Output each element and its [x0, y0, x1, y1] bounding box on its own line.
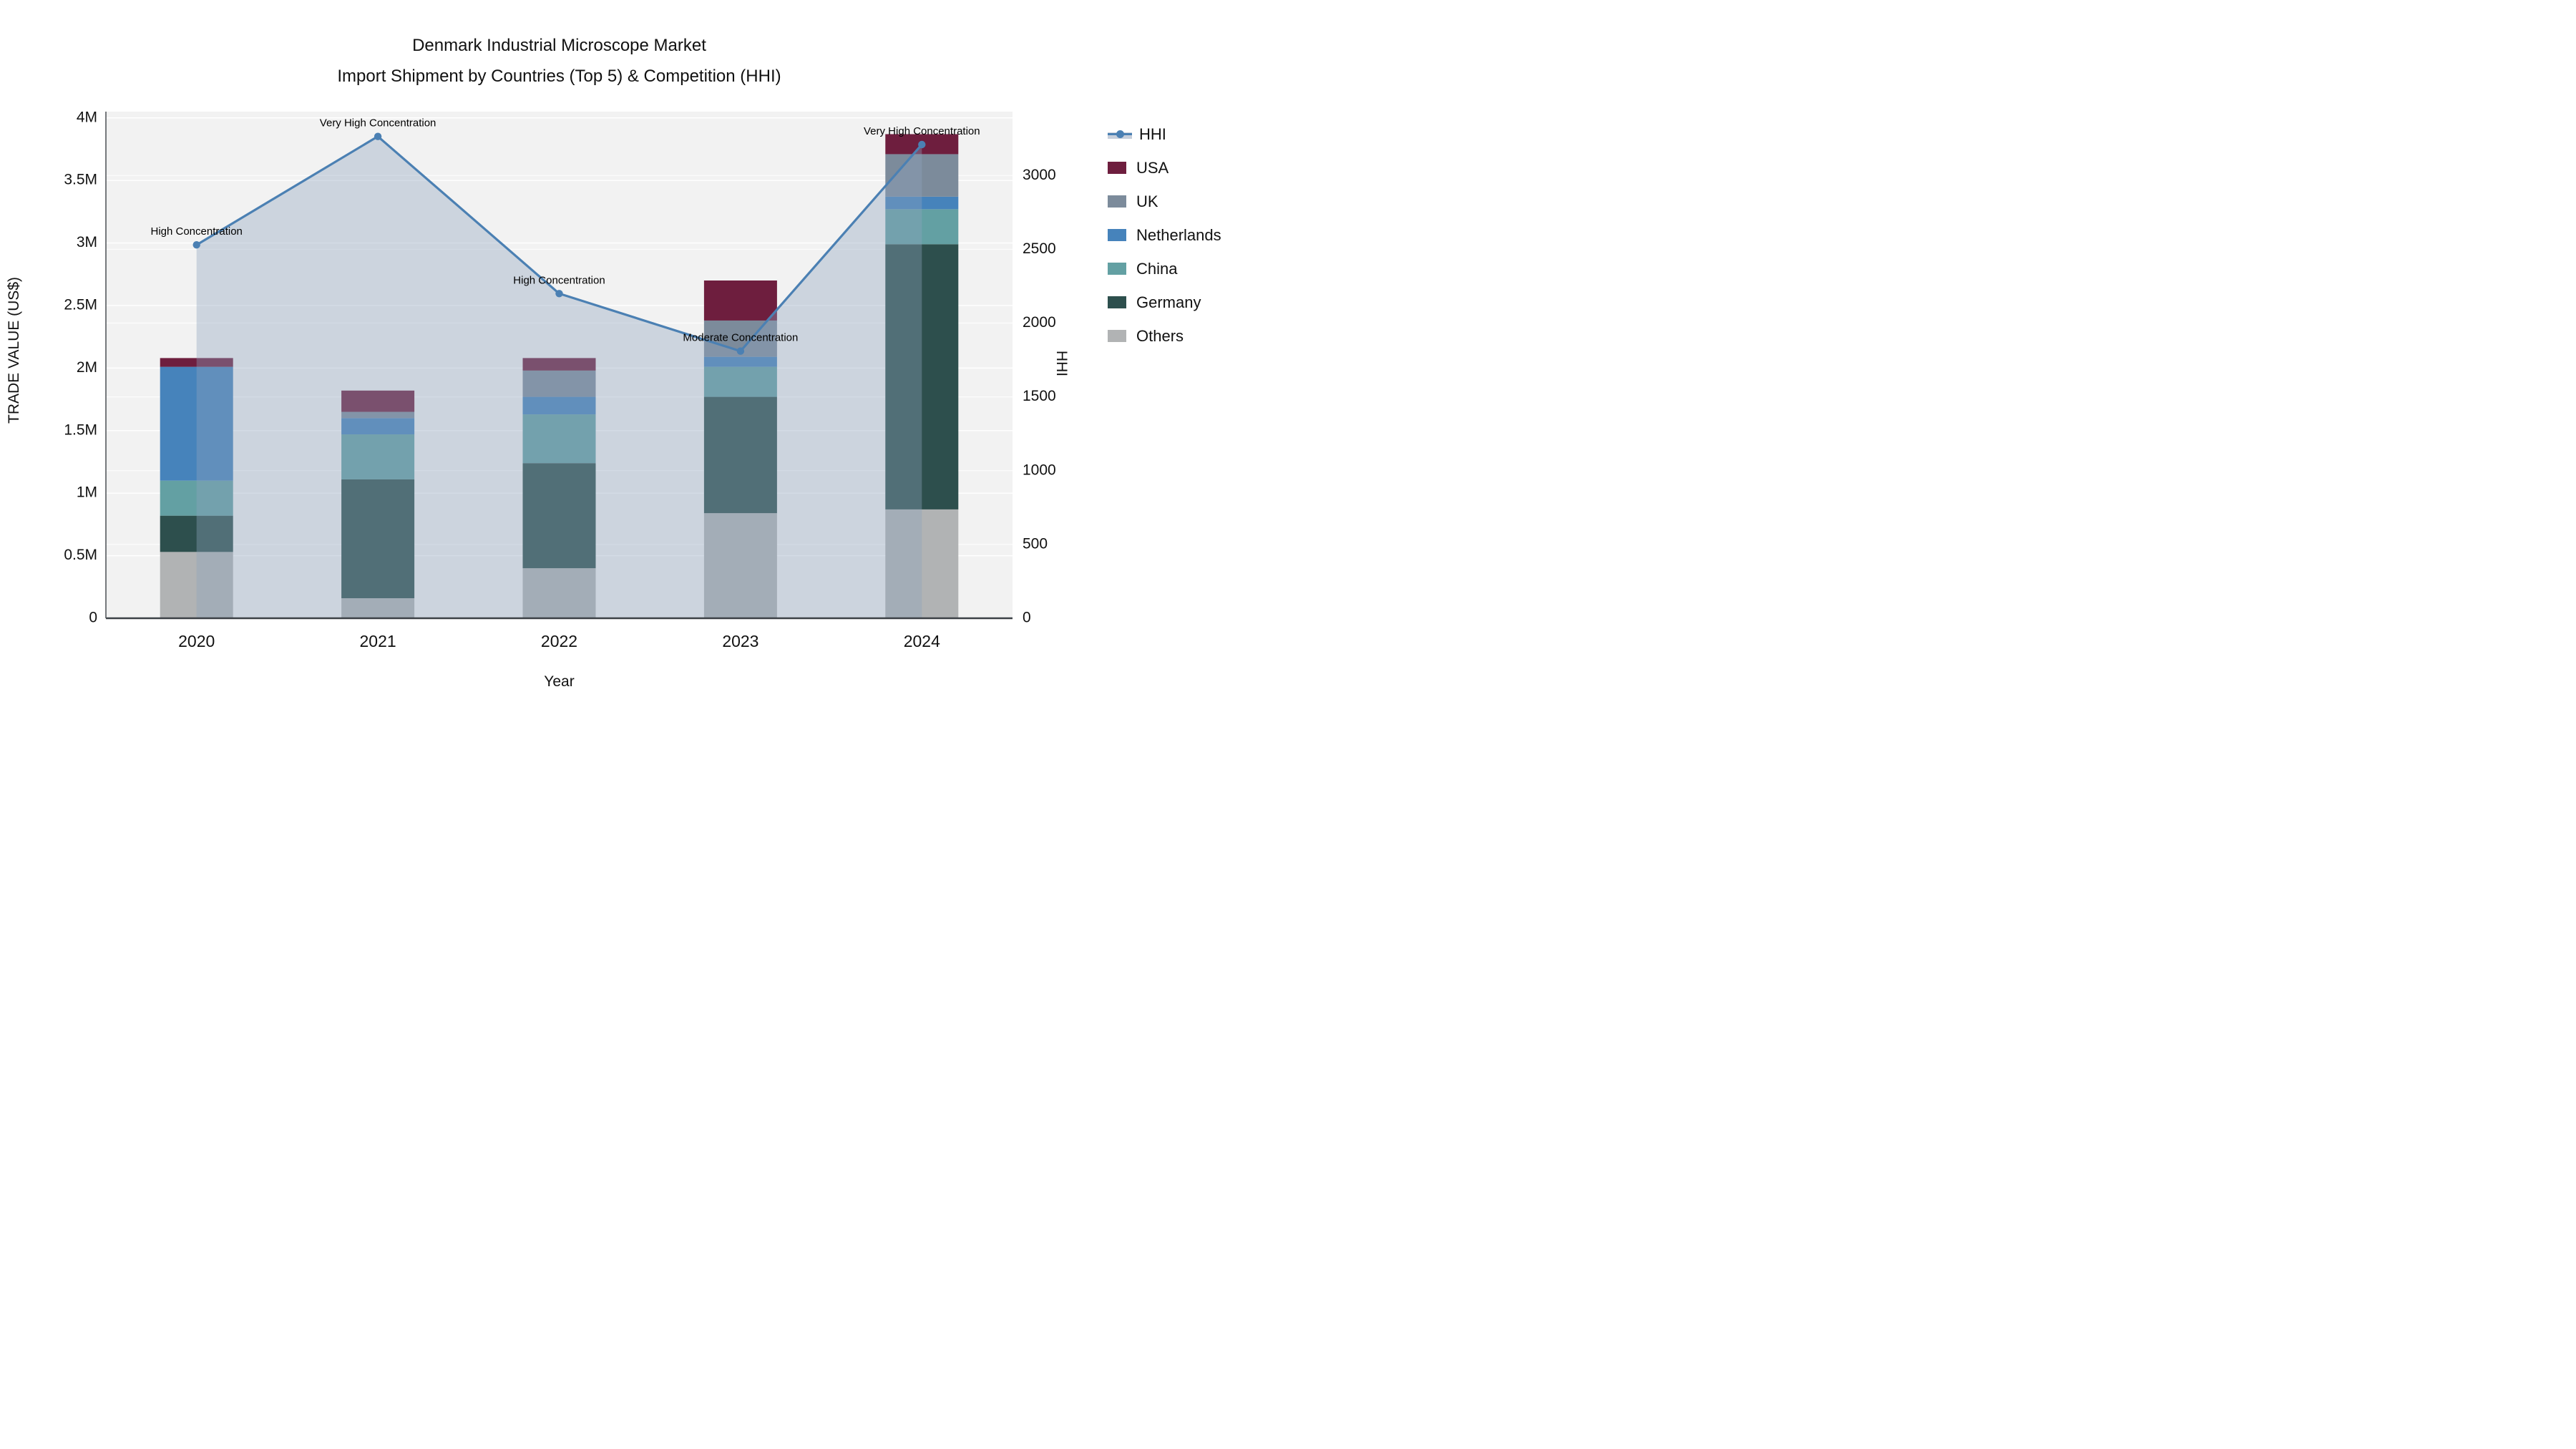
hhi-marker-2024[interactable] — [918, 140, 926, 149]
x-tick-2022: 2022 — [541, 632, 577, 650]
y-axis-title-right: HHI — [1053, 350, 1070, 377]
legend-label: UK — [1136, 192, 1158, 210]
y-right-tick-1500: 1500 — [1023, 388, 1056, 404]
annotation-2021: Very High Concentration — [320, 117, 436, 130]
legend-label: Netherlands — [1136, 225, 1221, 244]
chart-title-line2: Import Shipment by Countries (Top 5) & C… — [337, 67, 781, 86]
bar-segment-2021-germany[interactable] — [341, 479, 415, 599]
bar-segment-2024-germany[interactable] — [885, 244, 959, 509]
bar-segment-2024-china[interactable] — [885, 209, 959, 245]
legend-label: HHI — [1139, 125, 1166, 143]
figure: Denmark Industrial Microscope Market Imp… — [0, 0, 1288, 725]
annotation-2020: High Concentration — [150, 225, 242, 238]
bar-segment-2022-germany[interactable] — [522, 463, 596, 569]
bar-segment-2020-others[interactable] — [160, 552, 233, 618]
x-tick-2023: 2023 — [722, 632, 758, 650]
bar-segment-2022-usa[interactable] — [522, 358, 596, 371]
legend-swatch-icon — [1108, 296, 1126, 308]
legend: HHI USA UK Netherlands China Germany Others — [1108, 117, 1221, 353]
chart-title-line1: Denmark Industrial Microscope Market — [412, 36, 706, 55]
y-axis-title-left: TRADE VALUE (US$) — [6, 277, 22, 424]
x-tick-2020: 2020 — [178, 632, 215, 650]
bar-segment-2023-china[interactable] — [703, 366, 777, 397]
y-left-tick-0.5M: 0.5M — [64, 547, 97, 563]
bar-segment-2023-others[interactable] — [703, 513, 777, 618]
y-left-tick-1.5M: 1.5M — [64, 421, 97, 438]
legend-swatch-icon — [1108, 229, 1126, 241]
bar-segment-2021-netherlands[interactable] — [341, 418, 415, 435]
plot-area: High Concentration Very High Concentratio… — [64, 109, 1056, 650]
legend-item-hhi[interactable]: HHI — [1108, 117, 1221, 151]
y-right-tick-3000: 3000 — [1023, 167, 1056, 183]
legend-label: Others — [1136, 326, 1184, 345]
legend-swatch-icon — [1108, 195, 1126, 208]
y-right-tick-1000: 1000 — [1023, 462, 1056, 478]
legend-swatch-icon — [1108, 263, 1126, 275]
legend-item-others[interactable]: Others — [1108, 319, 1221, 353]
legend-line-swatch-icon — [1108, 128, 1132, 140]
y-right-tick-0: 0 — [1023, 610, 1031, 626]
legend-line-dot — [1116, 130, 1124, 138]
bar-segment-2024-others[interactable] — [885, 509, 959, 618]
hhi-marker-2020[interactable] — [192, 241, 200, 249]
bar-segment-2020-usa[interactable] — [160, 358, 233, 367]
bar-segment-2023-netherlands[interactable] — [703, 356, 777, 367]
bar-segment-2022-netherlands[interactable] — [522, 396, 596, 415]
hhi-area-fill — [196, 136, 922, 619]
bar-segment-2021-usa[interactable] — [341, 390, 415, 412]
hhi-marker-2021[interactable] — [374, 132, 382, 140]
legend-swatch-icon — [1108, 162, 1126, 174]
legend-item-germany[interactable]: Germany — [1108, 286, 1221, 319]
legend-item-china[interactable]: China — [1108, 252, 1221, 286]
bar-segment-2020-china[interactable] — [160, 480, 233, 516]
legend-item-netherlands[interactable]: Netherlands — [1108, 218, 1221, 252]
bar-segment-2022-china[interactable] — [522, 414, 596, 464]
hhi-marker-2022[interactable] — [555, 290, 563, 298]
y-left-tick-2M: 2M — [77, 359, 97, 376]
legend-label: USA — [1136, 158, 1169, 177]
bar-segment-2021-china[interactable] — [341, 434, 415, 479]
bar-segment-2022-others[interactable] — [522, 568, 596, 618]
y-left-tick-3.5M: 3.5M — [64, 172, 97, 188]
y-right-tick-2000: 2000 — [1023, 314, 1056, 331]
bar-segment-2022-uk[interactable] — [522, 370, 596, 397]
y-right-tick-2500: 2500 — [1023, 240, 1056, 257]
y-left-tick-0: 0 — [89, 610, 97, 626]
bar-segment-2024-netherlands[interactable] — [885, 196, 959, 210]
annotation-2022: High Concentration — [513, 274, 605, 286]
legend-swatch-icon — [1108, 330, 1126, 342]
y-left-tick-4M: 4M — [77, 109, 97, 125]
bar-segment-2024-uk[interactable] — [885, 154, 959, 197]
x-tick-2024: 2024 — [904, 632, 940, 650]
bar-segment-2021-uk[interactable] — [341, 411, 415, 419]
legend-label: China — [1136, 259, 1178, 278]
y-left-tick-3M: 3M — [77, 234, 97, 250]
y-right-tick-500: 500 — [1023, 535, 1048, 552]
bar-segment-2023-germany[interactable] — [703, 396, 777, 514]
y-left-tick-1M: 1M — [77, 484, 97, 501]
annotation-2023: Moderate Concentration — [683, 332, 798, 344]
y-left-tick-2.5M: 2.5M — [64, 297, 97, 313]
x-axis-title: Year — [544, 673, 575, 690]
annotation-2024: Very High Concentration — [864, 125, 980, 137]
legend-item-uk[interactable]: UK — [1108, 185, 1221, 218]
legend-label: Germany — [1136, 293, 1201, 311]
bar-segment-2023-usa[interactable] — [703, 280, 777, 321]
bar-segment-2020-netherlands[interactable] — [160, 366, 233, 481]
legend-item-usa[interactable]: USA — [1108, 151, 1221, 185]
bar-segment-2021-others[interactable] — [341, 598, 415, 618]
hhi-marker-2023[interactable] — [736, 347, 745, 355]
bar-segment-2020-germany[interactable] — [160, 515, 233, 552]
x-tick-2021: 2021 — [360, 632, 396, 650]
